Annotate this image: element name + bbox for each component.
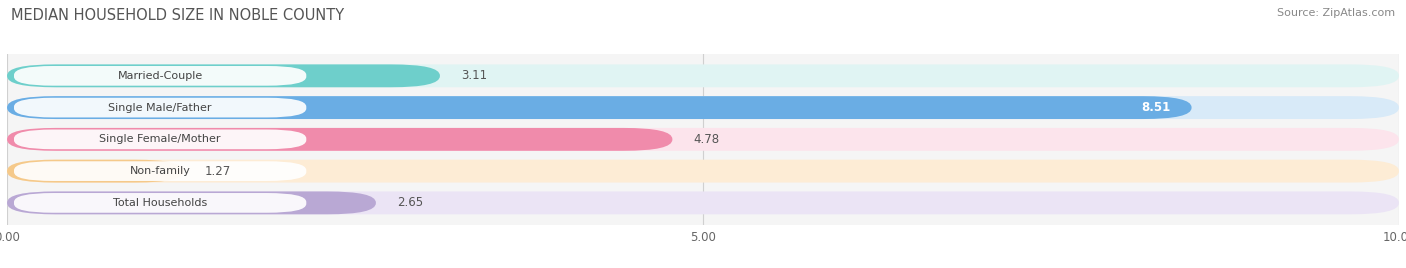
Text: Single Female/Mother: Single Female/Mother (100, 134, 221, 144)
FancyBboxPatch shape (7, 191, 1399, 214)
FancyBboxPatch shape (14, 98, 307, 117)
Text: Married-Couple: Married-Couple (118, 71, 202, 81)
FancyBboxPatch shape (7, 128, 1399, 151)
FancyBboxPatch shape (14, 161, 307, 181)
FancyBboxPatch shape (7, 64, 440, 87)
FancyBboxPatch shape (14, 66, 307, 86)
Text: 1.27: 1.27 (205, 165, 231, 178)
Text: Non-family: Non-family (129, 166, 191, 176)
FancyBboxPatch shape (14, 129, 307, 149)
FancyBboxPatch shape (7, 96, 1399, 119)
FancyBboxPatch shape (7, 64, 1399, 87)
FancyBboxPatch shape (14, 193, 307, 213)
FancyBboxPatch shape (7, 160, 184, 183)
Text: 2.65: 2.65 (396, 196, 423, 209)
Text: 8.51: 8.51 (1142, 101, 1171, 114)
Text: Source: ZipAtlas.com: Source: ZipAtlas.com (1277, 8, 1395, 18)
FancyBboxPatch shape (7, 128, 672, 151)
FancyBboxPatch shape (7, 191, 375, 214)
Text: MEDIAN HOUSEHOLD SIZE IN NOBLE COUNTY: MEDIAN HOUSEHOLD SIZE IN NOBLE COUNTY (11, 8, 344, 23)
Text: Total Households: Total Households (112, 198, 207, 208)
Text: 4.78: 4.78 (693, 133, 720, 146)
Text: 3.11: 3.11 (461, 69, 486, 82)
FancyBboxPatch shape (7, 160, 1399, 183)
Text: Single Male/Father: Single Male/Father (108, 103, 212, 113)
FancyBboxPatch shape (7, 96, 1191, 119)
